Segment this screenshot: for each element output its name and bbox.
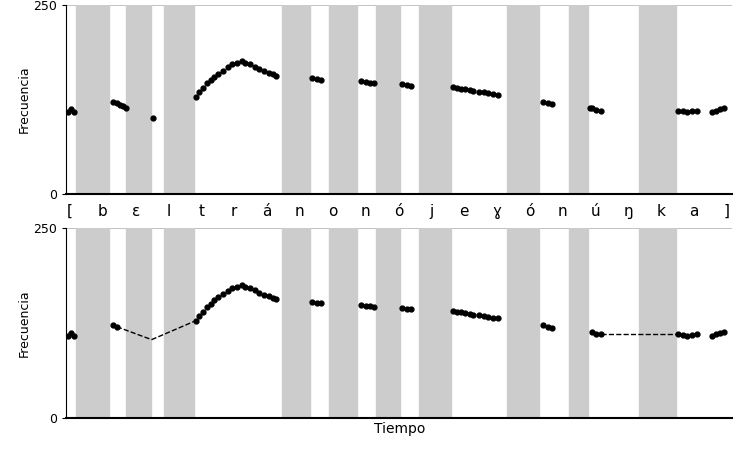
Bar — [127, 5, 151, 194]
Bar — [639, 228, 676, 418]
Bar — [507, 5, 539, 194]
Text: n: n — [295, 204, 305, 218]
Bar — [127, 228, 151, 418]
Text: l: l — [166, 204, 171, 218]
Text: ó: ó — [394, 204, 403, 218]
Text: ɣ: ɣ — [492, 204, 501, 218]
Bar — [419, 228, 451, 418]
Text: ]: ] — [723, 204, 729, 218]
Text: n: n — [361, 204, 370, 218]
Bar — [419, 5, 451, 194]
Y-axis label: Frecuencia: Frecuencia — [18, 66, 31, 133]
Bar — [507, 228, 539, 418]
Bar — [76, 5, 110, 194]
Bar — [569, 5, 588, 194]
Text: ú: ú — [590, 204, 600, 218]
Text: j: j — [429, 204, 434, 218]
Bar — [569, 228, 588, 418]
Bar — [329, 228, 357, 418]
Bar — [639, 5, 676, 194]
Text: a: a — [689, 204, 698, 218]
Text: k: k — [657, 204, 665, 218]
X-axis label: Tiempo: Tiempo — [374, 422, 425, 436]
Text: e: e — [459, 204, 469, 218]
Bar — [329, 5, 357, 194]
Bar — [376, 5, 400, 194]
Bar — [282, 5, 310, 194]
Text: ŋ: ŋ — [623, 204, 633, 218]
Text: o: o — [328, 204, 337, 218]
Text: á: á — [262, 204, 272, 218]
Bar — [376, 228, 400, 418]
Text: ó: ó — [525, 204, 534, 218]
Bar — [164, 228, 194, 418]
Text: n: n — [558, 204, 567, 218]
Y-axis label: Frecuencia: Frecuencia — [18, 289, 31, 357]
Bar — [282, 228, 310, 418]
Bar — [164, 5, 194, 194]
Text: [: [ — [67, 204, 73, 218]
Bar — [76, 228, 110, 418]
Text: r: r — [231, 204, 237, 218]
Text: ɛ: ɛ — [132, 204, 140, 218]
Text: b: b — [98, 204, 107, 218]
Text: t: t — [198, 204, 205, 218]
